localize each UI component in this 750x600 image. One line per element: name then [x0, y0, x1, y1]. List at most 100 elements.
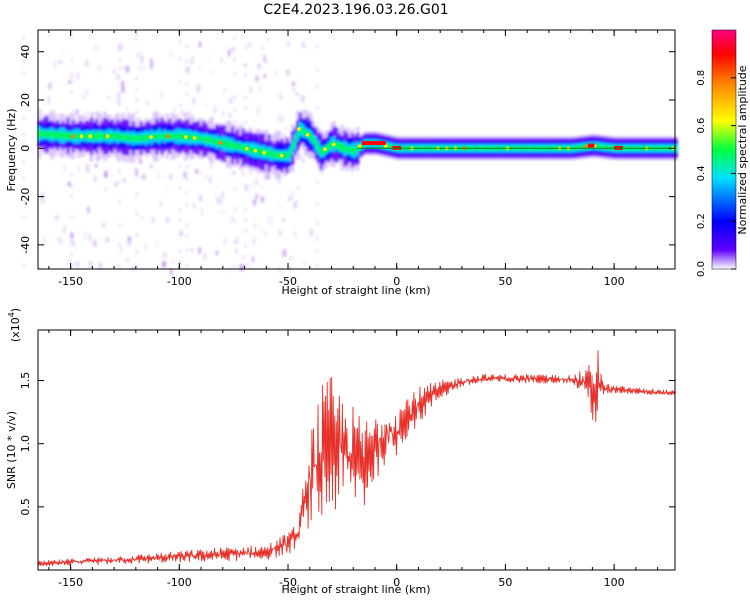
y-tick-label: 1.0: [19, 435, 32, 453]
spectrogram-streak: [135, 154, 138, 158]
spectrogram-streak: [233, 109, 236, 113]
spectrogram-noise: [118, 57, 122, 63]
spectrogram-noise: [68, 80, 71, 84]
spectrogram-streak: [244, 218, 247, 222]
spectrogram-noise: [138, 158, 143, 164]
spectrogram-noise: [160, 92, 163, 99]
spectrogram-noise: [301, 41, 306, 49]
spectrogram-streak: [70, 185, 73, 189]
spectrogram-noise: [157, 171, 160, 180]
spectrogram-band-cell: [285, 152, 290, 159]
spectrogram-noise: [260, 45, 264, 52]
spectrogram-band-cell: [278, 153, 282, 159]
spectrogram-noise: [178, 261, 182, 265]
spectrogram-band-cell: [231, 142, 235, 149]
spectrogram-panel: -150 -100 -50 0 50 100 -40 -20 0 20 40 Height of …: [5, 29, 678, 297]
spectrogram-band-cell: [236, 143, 240, 150]
spectrogram-noise: [230, 170, 234, 177]
spectrogram-peak: [323, 147, 327, 152]
spectrogram-streak: [233, 36, 236, 40]
spectrogram-streak: [70, 173, 73, 177]
spectrogram-noise: [59, 240, 64, 244]
spectrogram-noise: [251, 256, 255, 263]
spectrogram-band-cell: [40, 130, 44, 138]
spectrogram-band-cell: [74, 133, 78, 140]
y-tick-label: 40: [19, 45, 32, 59]
spectrogram-noise: [207, 54, 210, 60]
spectrogram-noise: [88, 261, 93, 268]
spectrogram-streak: [316, 68, 319, 72]
spectrogram-band-cell: [609, 145, 613, 150]
spectrogram-band-cell: [327, 143, 331, 151]
spectrogram-streak: [118, 91, 121, 95]
spectrogram-band-cell: [338, 142, 342, 150]
spectrogram-band-cell: [69, 132, 73, 140]
spectrogram-noise: [121, 81, 124, 88]
snr-panel: -150 -100 -50 0 50 100 0.5 1.0 1.5 Height of st…: [5, 308, 676, 596]
spectrogram-band-cell: [314, 140, 318, 148]
spectrogram-band-cell: [606, 145, 610, 150]
spectrogram-noise: [134, 36, 138, 43]
spectrogram-noise: [260, 196, 265, 203]
spectrogram-band-cell: [53, 131, 57, 139]
spectrogram-noise: [138, 64, 141, 73]
spectrogram-band-cell: [84, 133, 89, 139]
spectrogram-band-cell: [64, 132, 68, 140]
spectrogram-band-cell: [283, 151, 287, 160]
spectrogram-noise: [241, 169, 245, 178]
spectrogram-band-cell: [199, 135, 203, 142]
spectrogram-streak: [244, 46, 247, 50]
spectrogram-noise: [278, 229, 283, 236]
spectrogram-band-cell: [61, 132, 65, 139]
spectrogram-streak: [233, 207, 236, 211]
spectrogram-noise: [244, 184, 249, 192]
spectrogram-noise: [171, 259, 175, 264]
spectrogram-noise: [84, 60, 89, 67]
spectrogram-noise: [289, 256, 293, 260]
y-tick-label: 0: [19, 145, 32, 152]
spectrogram-band-cell: [155, 133, 159, 140]
spectrogram-noise: [250, 182, 253, 188]
spectrogram-band-cell: [345, 146, 350, 152]
spectrogram-band-cell: [171, 132, 175, 140]
spectrogram-peak: [70, 134, 75, 139]
spectrogram-noise: [210, 70, 214, 75]
spectrogram-noise: [67, 182, 71, 187]
spectrogram-streak: [233, 240, 236, 244]
spectrogram-streak: [22, 177, 25, 181]
spectrogram-noise: [299, 153, 303, 161]
spectrogram-band-cell: [66, 131, 70, 140]
spectrogram-band-cell: [56, 131, 60, 140]
spectrogram-band-cell: [202, 136, 206, 142]
spectrogram-noise: [309, 229, 313, 237]
spectrogram-streak: [22, 264, 25, 268]
spectrogram-noise: [278, 93, 283, 100]
spectrogram-streak: [118, 67, 121, 71]
spectrogram-noise: [70, 232, 74, 238]
spectrogram-noise: [168, 174, 173, 180]
spectrogram-frame: [37, 29, 676, 270]
spectrogram-band-cell: [48, 131, 52, 138]
spectrogram-noise: [165, 185, 168, 191]
spectrogram-noise: [230, 97, 233, 105]
spectrogram-noise: [121, 87, 125, 93]
spectrogram-noise: [223, 238, 226, 245]
spectrogram-streak: [22, 199, 25, 203]
spectrogram-noise: [248, 42, 252, 47]
spectrogram-noise: [264, 175, 267, 179]
spectrogram-streak: [233, 47, 236, 51]
spectrogram-noise: [267, 173, 271, 180]
spectrogram-band-cell: [98, 132, 102, 141]
spectrogram-noise: [118, 43, 123, 51]
spectrogram-noise: [228, 112, 232, 118]
spectrogram-streak: [185, 177, 188, 181]
spectrogram-band-cell: [207, 137, 211, 143]
spectrogram-noise: [247, 261, 251, 268]
snr-series-line: [37, 350, 676, 567]
spectrogram-band-cell: [212, 137, 216, 145]
spectrogram-peak-segment: [588, 143, 595, 148]
snr-y-multiplier: (x104): [7, 308, 22, 342]
spectrogram-band-cell: [601, 144, 605, 150]
spectrogram-streak: [70, 238, 73, 242]
spectrogram-noise: [117, 97, 120, 104]
